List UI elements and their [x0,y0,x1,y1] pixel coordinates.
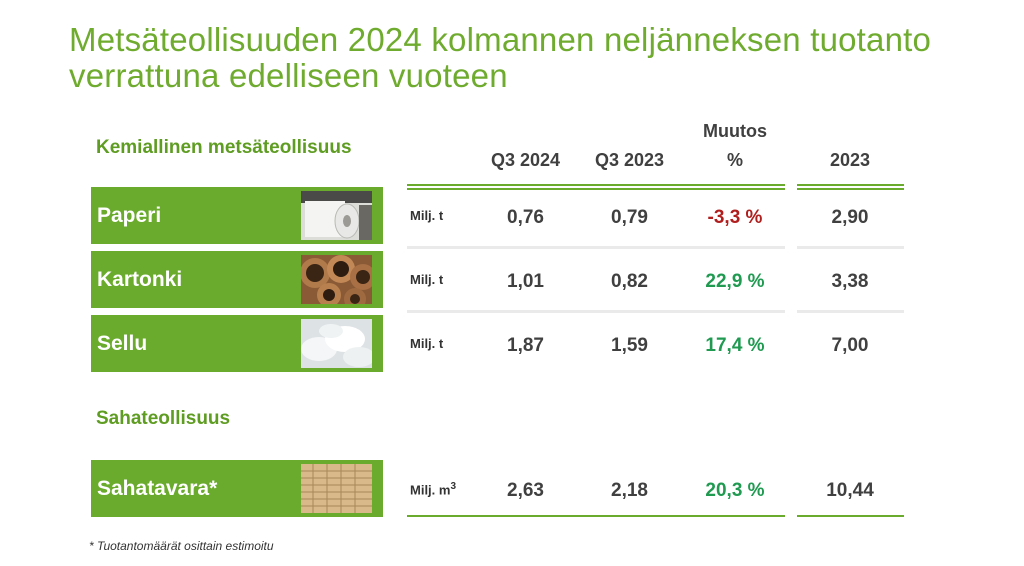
cell-change: 20,3 % [705,480,765,501]
cell-2023: 7,00 [831,335,869,356]
cell-q3-2023: 0,79 [611,207,648,228]
cell-q3-2024: 1,01 [507,271,544,292]
column-header-2023: 2023 [829,150,871,170]
cell-2023: 3,38 [831,271,869,292]
row-label-text: Sellu [97,331,148,355]
unit-superscript: 3 [450,481,457,492]
column-header-q3-2023: Q3 2023 [594,150,665,170]
row-divider [407,310,785,313]
row-label-text: Paperi [97,203,162,227]
row-label-text: Sahatavara* [97,476,218,500]
cell-q3-2023: 2,18 [611,480,648,501]
page-title: Metsäteollisuuden 2024 kolmannen neljänn… [69,21,932,94]
row-divider [797,310,904,313]
pulp-fibers-image [301,319,372,368]
column-header-change-unit: % [726,150,743,170]
header-divider [407,184,785,190]
cell-q3-2023: 1,59 [611,335,648,356]
cell-change: 17,4 % [705,335,765,356]
section-heading-chemical: Kemiallinen metsäteollisuus [96,137,352,158]
cell-q3-2024: 0,76 [507,207,544,228]
section-heading-sawmill: Sahateollisuus [96,408,231,429]
footnote: * Tuotantomäärät osittain estimoitu [89,539,274,553]
cell-q3-2024: 1,87 [507,335,544,356]
cardboard-tubes-image [301,255,372,304]
column-header-q3-2024: Q3 2024 [490,150,561,170]
row-label-sellu: Sellu [91,315,383,372]
row-divider [407,246,785,249]
table-bottom-divider [407,515,785,517]
cell-q3-2023: 0,82 [611,271,648,292]
row-label-kartonki: Kartonki [91,251,383,308]
cell-change: -3,3 % [707,207,763,228]
unit-label: Milj. t [410,208,444,223]
row-divider [797,246,904,249]
unit-label: Milj. t [410,336,444,351]
header-divider-2023 [797,184,904,190]
cell-2023: 2,90 [831,207,869,228]
unit-text: Milj. m [410,482,451,498]
row-label-text: Kartonki [97,267,183,291]
cell-change: 22,9 % [705,271,765,292]
unit-label: Milj. t [410,272,444,287]
column-header-change: Muutos [703,121,767,141]
paper-roll-image [301,191,372,240]
row-label-sahatavara: Sahatavara* [91,460,383,517]
table-bottom-divider [797,515,904,517]
unit-label: Milj. m3 [410,481,456,497]
row-label-paperi: Paperi [91,187,383,244]
cell-2023: 10,44 [826,480,874,501]
cell-q3-2024: 2,63 [507,480,544,501]
lumber-stack-image [301,464,372,513]
